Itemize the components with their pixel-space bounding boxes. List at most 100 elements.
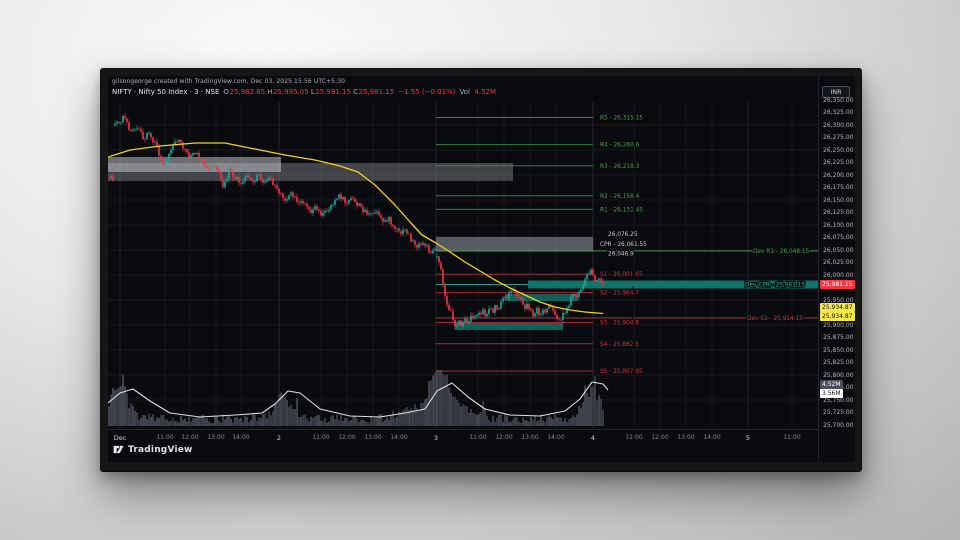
- candle-body: [450, 310, 452, 311]
- volume-bar: [436, 370, 438, 426]
- resistance-label: R3 - 26,218.3: [600, 164, 640, 170]
- candle-body: [282, 193, 284, 198]
- volume-bar: [568, 419, 570, 426]
- price-tick: 25,900.00: [823, 321, 854, 329]
- volume-bar: [334, 419, 336, 426]
- candle-body: [274, 184, 276, 186]
- volume-bar: [114, 390, 116, 426]
- candle-body: [536, 308, 538, 314]
- tradingview-logo[interactable]: TradingView: [113, 444, 193, 455]
- chart-canvas[interactable]: R5 - 26,315.15 R4 - 26,260.6 R3 - 26,218.3…: [108, 76, 855, 462]
- candle-body: [158, 145, 160, 156]
- candle-body: [348, 200, 350, 204]
- symbol-bar: NIFTY · Nifty 50 Index · 3 · NSE O25,982…: [112, 88, 496, 96]
- volume-bar: [220, 422, 222, 426]
- candle-body: [190, 155, 192, 158]
- volume-bar: [288, 407, 290, 426]
- candle-body: [530, 309, 532, 311]
- volume-bar: [184, 418, 186, 426]
- candle-body: [220, 172, 222, 180]
- candle-body: [514, 289, 516, 293]
- volume-bar: [402, 410, 404, 426]
- candle-body: [390, 216, 392, 225]
- candle-body: [142, 131, 144, 140]
- volume-bar: [186, 421, 188, 426]
- candle-body: [244, 176, 246, 182]
- candle-body: [454, 319, 456, 327]
- volume-bar: [396, 416, 398, 426]
- candle-body: [482, 309, 484, 315]
- candle-body: [376, 211, 378, 213]
- candle-body: [200, 159, 202, 161]
- candle-body: [440, 262, 442, 270]
- candle-body: [178, 139, 180, 142]
- candle-body: [294, 196, 296, 198]
- candle-body: [216, 166, 218, 171]
- price-tick: 25,725.00: [823, 409, 854, 416]
- price-axis[interactable]: INR 26,350.00 26,325.00 26,300.00 26,275.00…: [818, 76, 855, 462]
- time-axis[interactable]: Dec 11:00 12:00 13:00 14:00 2 11:00 12:00 13:00 1…: [108, 429, 818, 447]
- volume-bar: [316, 415, 318, 426]
- candle-body: [232, 170, 234, 178]
- candle-body: [288, 195, 290, 200]
- volume-bar: [478, 413, 480, 426]
- candle-body: [182, 142, 184, 149]
- candle-body: [156, 141, 158, 146]
- price-tick: 26,175.00: [823, 184, 854, 191]
- volume-bar: [130, 403, 132, 426]
- candle-body: [544, 309, 546, 313]
- candle-body: [380, 215, 382, 219]
- candle-body: [176, 141, 178, 143]
- candle-body: [446, 296, 448, 305]
- candle-body: [570, 297, 572, 306]
- time-tick-hour: 12:00: [651, 434, 669, 441]
- volume-bar: [332, 415, 334, 426]
- volume-bar: [166, 419, 168, 426]
- volume-bar: [352, 415, 354, 426]
- ohlc-value: 25,982.85: [229, 88, 268, 96]
- volume-bar: [520, 422, 522, 426]
- volume-bar: [198, 417, 200, 426]
- candle-body: [388, 216, 390, 222]
- candle-body: [554, 310, 556, 315]
- volume-bar: [156, 417, 158, 426]
- volume-bar: [376, 416, 378, 426]
- candle-body: [342, 197, 344, 200]
- volume-bar: [412, 410, 414, 426]
- candle-body: [116, 121, 118, 124]
- candle-body: [118, 121, 120, 123]
- price-axis-badge: 25,934.87: [820, 302, 855, 312]
- ohlc-letter: L: [310, 88, 315, 96]
- volume-bar: [248, 422, 250, 426]
- price-tick: 26,050.00: [823, 246, 854, 254]
- volume-bar: [286, 400, 288, 426]
- candle-body: [122, 116, 124, 123]
- candle-body: [520, 297, 522, 299]
- candle-body: [332, 204, 334, 206]
- candle-body: [164, 163, 166, 166]
- volume-bar: [398, 411, 400, 426]
- candle-body: [260, 174, 262, 180]
- candle-body: [452, 310, 454, 320]
- candle-body: [256, 174, 258, 182]
- currency-button[interactable]: INR: [822, 86, 850, 98]
- volume-bar: [580, 407, 582, 426]
- candle-body: [148, 132, 150, 134]
- candle-body: [518, 295, 520, 298]
- candle-body: [302, 201, 304, 204]
- tradingview-logo-text: TradingView: [128, 444, 193, 455]
- volume-bar: [218, 420, 220, 426]
- price-tick: 26,250.00: [823, 146, 854, 154]
- candle-body: [162, 157, 164, 166]
- candle-body: [360, 203, 362, 207]
- time-tick-hour: 13:00: [364, 434, 382, 441]
- candle-body: [392, 224, 394, 227]
- candle-body: [594, 275, 596, 282]
- candle-body: [272, 178, 274, 185]
- price-tick: 26,100.00: [823, 221, 854, 229]
- candle-body: [540, 314, 542, 315]
- volume-bar: [360, 419, 362, 426]
- candle-body: [120, 122, 122, 124]
- symbol-title[interactable]: NIFTY · Nifty 50 Index · 3 · NSE: [112, 88, 220, 96]
- volume-bar: [456, 399, 458, 426]
